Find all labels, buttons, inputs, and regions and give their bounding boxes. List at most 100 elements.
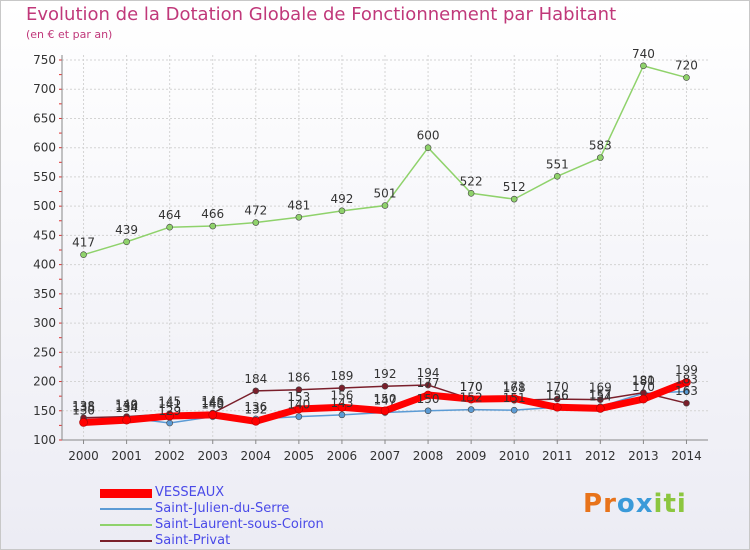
x-tick-label: 2014 <box>671 449 702 463</box>
data-point <box>466 394 476 404</box>
data-point <box>122 415 131 425</box>
data-point <box>208 410 218 420</box>
data-label: 130 <box>72 403 95 417</box>
data-label: 138 <box>72 399 95 413</box>
data-point <box>166 419 173 427</box>
data-label: 168 <box>503 381 526 395</box>
y-tick-label: 400 <box>33 258 56 272</box>
data-point <box>337 402 347 412</box>
x-tick-label: 2008 <box>413 449 444 463</box>
x-tick-label: 2005 <box>284 449 315 463</box>
data-label: 481 <box>287 198 310 212</box>
logo-letter: t <box>663 489 677 519</box>
data-label: 472 <box>244 204 267 218</box>
data-label: 152 <box>460 391 483 405</box>
data-label: 171 <box>503 379 526 393</box>
x-tick-label: 2011 <box>542 449 573 463</box>
data-label: 183 <box>675 372 698 386</box>
data-point <box>123 238 130 246</box>
data-label: 145 <box>158 395 181 409</box>
data-point <box>295 386 303 394</box>
legend-swatch <box>100 540 152 542</box>
data-point <box>295 213 303 221</box>
data-point <box>424 407 432 415</box>
x-tick-label: 2004 <box>241 449 272 463</box>
data-label: 184 <box>244 372 267 386</box>
data-label: 177 <box>417 376 440 390</box>
data-label: 153 <box>287 390 310 404</box>
data-point <box>467 406 475 413</box>
data-point <box>209 222 217 230</box>
legend-label: VESSEAUX <box>155 485 225 500</box>
y-tick-label: 550 <box>33 170 56 184</box>
logo-letter: i <box>653 489 664 519</box>
legend-swatch <box>100 524 152 526</box>
data-label: 189 <box>330 369 353 383</box>
data-label: 740 <box>632 47 655 61</box>
chart-subtitle: (en € et par an) <box>26 28 113 41</box>
logo-letter: i <box>676 489 687 519</box>
legend-label: Saint-Laurent-sous-Coiron <box>155 517 324 532</box>
x-tick-label: 2009 <box>456 449 487 463</box>
data-label: 181 <box>632 374 655 388</box>
data-point <box>597 154 604 161</box>
data-label: 169 <box>589 381 612 395</box>
y-tick-label: 150 <box>33 404 56 418</box>
data-point <box>552 402 562 412</box>
data-label: 140 <box>201 398 224 412</box>
data-label: 194 <box>417 366 440 380</box>
data-label: 170 <box>460 380 483 394</box>
data-label: 170 <box>632 380 655 394</box>
data-label: 129 <box>158 404 181 418</box>
data-label: 132 <box>244 402 267 416</box>
data-label: 147 <box>374 394 397 408</box>
data-point <box>381 382 389 390</box>
data-point <box>338 207 346 215</box>
data-point <box>423 390 433 400</box>
y-tick-label: 500 <box>33 199 56 213</box>
proxiti-logo: Proxiti <box>583 489 687 519</box>
data-point <box>424 144 432 151</box>
data-point <box>165 411 174 421</box>
data-label: 138 <box>115 399 138 413</box>
y-tick-label: 650 <box>33 111 56 125</box>
data-point <box>553 395 561 403</box>
data-label: 150 <box>374 392 397 406</box>
data-point <box>639 394 648 404</box>
y-tick-label: 750 <box>33 53 56 67</box>
data-point <box>682 377 691 387</box>
data-label: 134 <box>115 401 138 415</box>
data-label: 150 <box>417 392 440 406</box>
data-label: 186 <box>287 371 310 385</box>
legend-label: Saint-Julien-du-Serre <box>155 501 290 516</box>
y-tick-label: 450 <box>33 228 56 242</box>
chart-title: Evolution de la Dotation Globale de Fonc… <box>26 4 617 25</box>
data-label: 163 <box>675 384 698 398</box>
x-tick-label: 2007 <box>370 449 401 463</box>
data-point <box>80 251 87 258</box>
data-label: 154 <box>589 389 612 403</box>
data-point <box>79 418 88 427</box>
data-label: 143 <box>201 396 224 410</box>
data-label: 140 <box>287 398 310 412</box>
logo-letter: P <box>583 489 604 519</box>
data-label: 583 <box>589 139 612 153</box>
x-tick-label: 2013 <box>628 449 659 463</box>
data-point <box>640 62 647 70</box>
data-point <box>338 411 346 419</box>
data-label: 417 <box>72 236 95 250</box>
data-point <box>597 396 604 403</box>
data-label: 180 <box>632 374 655 388</box>
data-label: 170 <box>546 380 569 394</box>
data-label: 492 <box>330 192 353 206</box>
data-point <box>252 387 260 395</box>
data-point <box>166 223 173 231</box>
x-tick-label: 2006 <box>327 449 358 463</box>
x-tick-label: 2001 <box>111 449 142 463</box>
y-tick-label: 700 <box>33 82 56 96</box>
legend-label: Saint-Privat <box>155 533 231 548</box>
data-point <box>380 406 390 416</box>
logo-letter: r <box>603 489 617 519</box>
data-label: 141 <box>158 397 181 411</box>
